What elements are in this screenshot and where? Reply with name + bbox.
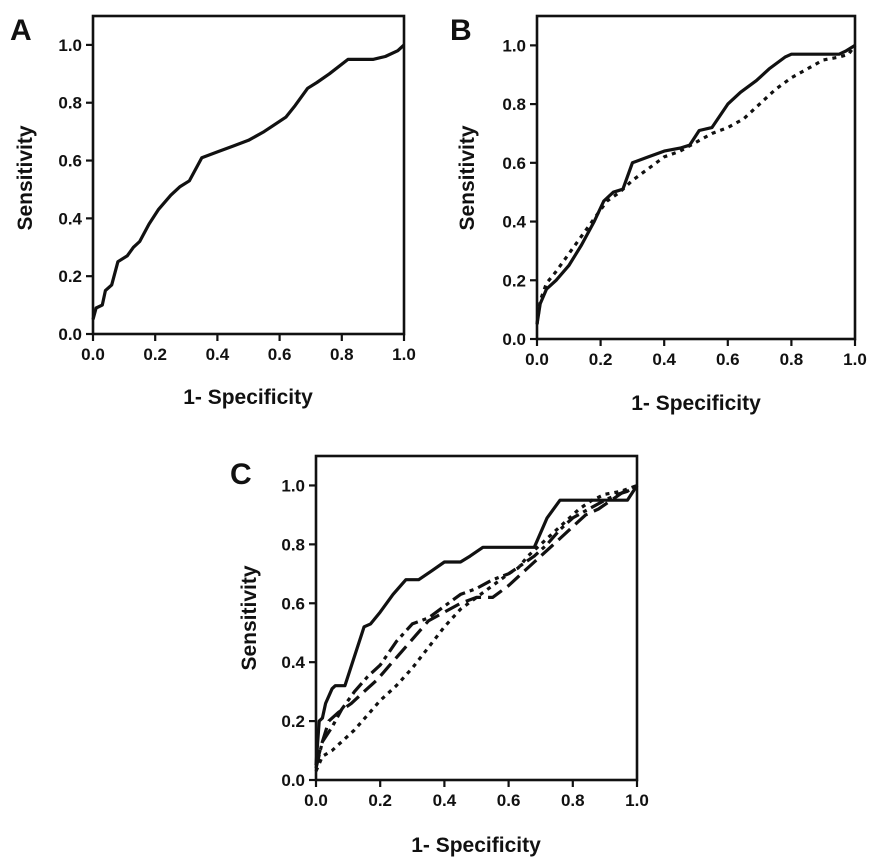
roc-curve-solid (314, 484, 639, 766)
plot-frame (91, 14, 406, 336)
panel-c: C 0.0 0.2 0.4 0.6 0.8 1.0 0.0 0.2 0.4 0.6 0.8 1.0 1- … (230, 454, 649, 857)
roc-curve-dash-dot (314, 484, 638, 769)
x-tick-label: 0.0 (525, 350, 549, 369)
x-tick-label: 0.4 (433, 791, 457, 810)
panel-a: A 0.0 0.2 0.4 0.6 0.8 1.0 0.0 0.2 0.4 0.6 0.8 1.0 1- … (10, 14, 416, 409)
plot-frame (535, 14, 857, 341)
y-tick-label: 0.0 (58, 325, 82, 344)
x-tick-label: 0.6 (497, 791, 521, 810)
y-axis-title: Sensitivity (14, 125, 37, 230)
y-tick-label: 1.0 (502, 36, 526, 55)
y-axis-title: Sensitivity (456, 125, 479, 230)
y-tick-label: 0.6 (502, 154, 526, 173)
y-tick-label: 0.4 (502, 213, 526, 232)
x-tick-label: 0.4 (652, 350, 676, 369)
roc-curve-dotted (314, 483, 638, 772)
x-axis-title: 1- Specificity (183, 386, 313, 409)
x-tick-label: 0.0 (81, 345, 105, 364)
panel-b: B 0.0 0.2 0.4 0.6 0.8 1.0 0.0 0.2 0.4 0.6 0.8 1.0 1- … (450, 14, 867, 415)
y-tick-label: 0.2 (502, 271, 526, 290)
y-tick-label: 0.0 (502, 330, 526, 349)
x-tick-label: 0.2 (368, 791, 392, 810)
x-tick-label: 0.8 (330, 345, 354, 364)
x-tick-label: 1.0 (625, 791, 649, 810)
y-tick-label: 0.0 (281, 771, 305, 790)
x-tick-label: 0.0 (304, 791, 328, 810)
roc-curve-dotted (535, 44, 857, 325)
roc-curve-dashed (314, 484, 638, 766)
roc-curve-solid (535, 44, 856, 325)
y-tick-label: 0.8 (58, 94, 82, 113)
y-axis-title: Sensitivity (238, 565, 261, 670)
y-tick-label: 0.6 (281, 594, 305, 613)
plot-frame (314, 454, 639, 782)
x-tick-label: 0.8 (561, 791, 585, 810)
panel-letter: C (230, 458, 252, 491)
y-tick-label: 0.4 (281, 653, 305, 672)
roc-curve-solid (91, 43, 406, 320)
y-tick-label: 0.4 (58, 209, 82, 228)
panel-letter: A (10, 14, 32, 47)
panel-letter: B (450, 14, 472, 47)
y-tick-label: 0.6 (58, 152, 82, 171)
x-tick-label: 0.4 (206, 345, 230, 364)
y-tick-label: 1.0 (281, 476, 305, 495)
y-tick-label: 0.2 (281, 712, 305, 731)
x-tick-label: 0.6 (716, 350, 740, 369)
y-tick-label: 1.0 (58, 36, 82, 55)
x-axis-title: 1- Specificity (631, 392, 761, 415)
y-tick-label: 0.8 (281, 535, 305, 554)
x-tick-label: 0.8 (780, 350, 804, 369)
x-axis-title: 1- Specificity (411, 834, 541, 857)
x-tick-label: 0.6 (268, 345, 292, 364)
y-tick-label: 0.8 (502, 95, 526, 114)
y-tick-label: 0.2 (58, 267, 82, 286)
x-tick-label: 1.0 (843, 350, 867, 369)
x-tick-label: 0.2 (589, 350, 613, 369)
x-tick-label: 1.0 (392, 345, 416, 364)
x-tick-label: 0.2 (143, 345, 167, 364)
